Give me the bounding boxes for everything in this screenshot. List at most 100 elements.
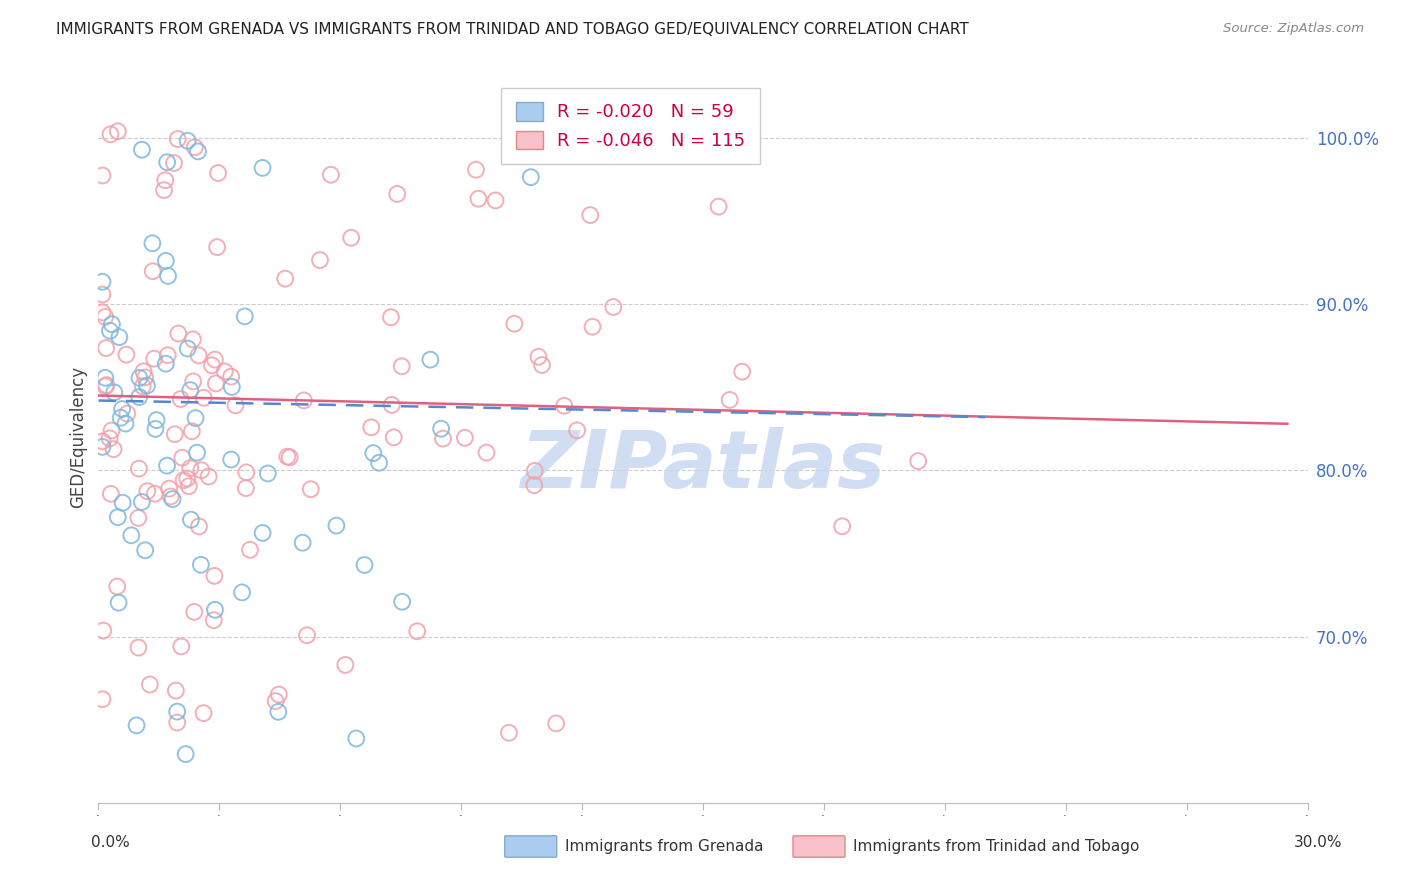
Point: [188, 519, 211, 533]
Point: [465, 162, 488, 177]
Point: [141, 236, 163, 251]
Point: [498, 726, 520, 740]
Point: [219, 369, 242, 384]
Point: [165, 683, 187, 698]
Point: [553, 399, 575, 413]
Point: [204, 352, 226, 367]
Point: [128, 371, 150, 385]
Point: [546, 716, 568, 731]
Point: [179, 383, 201, 397]
Text: ZIPatlas: ZIPatlas: [520, 427, 886, 506]
Point: [145, 413, 167, 427]
Text: Source: ZipAtlas.com: Source: ZipAtlas.com: [1223, 22, 1364, 36]
Point: [91, 287, 114, 301]
Point: [180, 513, 202, 527]
Point: [94, 310, 117, 324]
Point: [105, 580, 128, 594]
Point: [190, 558, 212, 572]
Point: [111, 402, 134, 417]
Point: [565, 423, 588, 437]
Point: [361, 446, 384, 460]
Point: [520, 170, 543, 185]
Point: [353, 558, 375, 572]
Point: [530, 358, 553, 372]
Point: [163, 427, 186, 442]
Point: [197, 469, 219, 483]
Point: [387, 186, 409, 201]
Point: [221, 380, 243, 394]
Point: [267, 705, 290, 719]
Point: [107, 124, 129, 138]
Point: [360, 420, 382, 434]
Point: [131, 495, 153, 509]
Point: [299, 482, 322, 496]
Point: [503, 317, 526, 331]
Point: [91, 275, 114, 289]
Point: [204, 603, 226, 617]
Point: [156, 348, 179, 362]
Point: [127, 640, 149, 655]
Point: [128, 461, 150, 475]
Point: [579, 208, 602, 222]
Point: [132, 364, 155, 378]
Point: [100, 487, 122, 501]
Point: [344, 731, 367, 746]
Point: [340, 231, 363, 245]
Point: [114, 417, 136, 431]
Point: [475, 445, 498, 459]
Point: [205, 376, 228, 391]
Point: [325, 518, 347, 533]
Point: [235, 466, 257, 480]
Point: [291, 535, 314, 549]
Point: [153, 183, 176, 197]
Point: [319, 168, 342, 182]
Point: [157, 482, 180, 496]
Point: [267, 688, 290, 702]
Point: [181, 332, 204, 346]
Point: [173, 473, 195, 487]
Point: [207, 166, 229, 180]
Point: [131, 143, 153, 157]
Point: [184, 411, 207, 425]
Point: [120, 528, 142, 542]
Point: [391, 595, 413, 609]
Point: [523, 478, 546, 492]
Point: [96, 378, 118, 392]
Point: [187, 145, 209, 159]
Point: [233, 310, 256, 324]
Point: [257, 467, 280, 481]
Point: [166, 132, 188, 146]
Point: [527, 350, 550, 364]
Point: [419, 352, 441, 367]
Point: [201, 359, 224, 373]
Point: [181, 375, 204, 389]
Point: [128, 390, 150, 404]
Text: Immigrants from Trinidad and Tobago: Immigrants from Trinidad and Tobago: [853, 839, 1140, 854]
Point: [156, 458, 179, 473]
Point: [143, 487, 166, 501]
Point: [94, 341, 117, 355]
Point: [107, 596, 129, 610]
Point: [176, 134, 198, 148]
Point: [276, 450, 298, 464]
Point: [107, 510, 129, 524]
Point: [101, 317, 124, 331]
Point: [309, 253, 332, 268]
Point: [91, 305, 114, 319]
Point: [380, 310, 402, 325]
Point: [134, 543, 156, 558]
Point: [295, 628, 318, 642]
Point: [91, 169, 114, 183]
Point: [176, 342, 198, 356]
Point: [166, 715, 188, 730]
Point: [292, 393, 315, 408]
Point: [278, 450, 301, 465]
Point: [239, 542, 262, 557]
Point: [143, 351, 166, 366]
Point: [103, 442, 125, 457]
Point: [132, 379, 155, 393]
Point: [231, 585, 253, 599]
Point: [179, 461, 201, 475]
Point: [214, 364, 236, 378]
Text: 30.0%: 30.0%: [1295, 836, 1343, 850]
